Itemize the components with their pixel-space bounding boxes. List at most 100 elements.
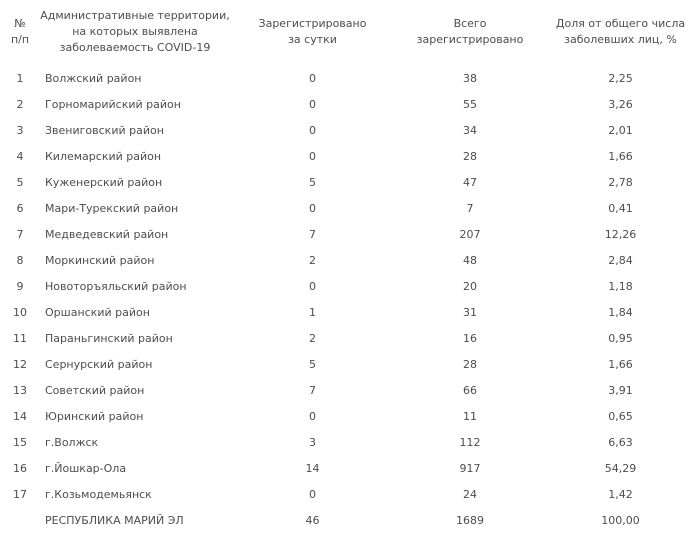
share-percent-cell: 12,26 bbox=[604, 228, 637, 241]
table-body: 1 Волжский район 0 38 2,25 2 Горномарийский ра… bbox=[0, 66, 696, 534]
registered-daily-cell: 0 bbox=[309, 202, 316, 215]
row-number-cell: 4 bbox=[16, 150, 24, 163]
registered-total-cell: 28 bbox=[463, 358, 477, 371]
row-number-cell: 2 bbox=[16, 98, 24, 111]
share-percent-cell: 1,66 bbox=[608, 358, 633, 371]
table-row: 15 г.Волжск 3 112 6,63 bbox=[0, 430, 696, 456]
registered-total-cell: 34 bbox=[463, 124, 477, 137]
table-row: 8 Моркинский район 2 48 2,84 bbox=[0, 248, 696, 274]
table-row: 10 Оршанский район 1 31 1,84 bbox=[0, 300, 696, 326]
table-row: 5 Куженерский район 5 47 2,78 bbox=[0, 170, 696, 196]
table-row: 7 Медведевский район 7 207 12,26 bbox=[0, 222, 696, 248]
territory-cell: Новоторъяльский район bbox=[45, 280, 187, 293]
registered-total-cell: 20 bbox=[463, 280, 477, 293]
registered-total-cell: 55 bbox=[463, 98, 477, 111]
registered-total-cell: 28 bbox=[463, 150, 477, 163]
registered-total-cell: 917 bbox=[459, 462, 481, 475]
table-row: 1 Волжский район 0 38 2,25 bbox=[0, 66, 696, 92]
registered-daily-cell: 46 bbox=[305, 514, 320, 527]
table-row: 12 Сернурский район 5 28 1,66 bbox=[0, 352, 696, 378]
registered-daily-cell: 0 bbox=[309, 150, 316, 163]
table-row: 16 г.Йошкар-Ола 14 917 54,29 bbox=[0, 456, 696, 482]
registered-daily-cell: 2 bbox=[309, 332, 316, 345]
row-number-cell: 10 bbox=[13, 306, 27, 319]
share-percent-cell: 2,01 bbox=[608, 124, 633, 137]
territory-cell: Горномарийский район bbox=[45, 98, 181, 111]
table-row: 14 Юринский район 0 11 0,65 bbox=[0, 404, 696, 430]
row-number-cell: 6 bbox=[16, 202, 24, 215]
share-percent-cell: 1,66 bbox=[608, 150, 633, 163]
registered-total-cell: 1689 bbox=[456, 514, 484, 527]
share-percent-cell: 1,84 bbox=[608, 306, 633, 319]
registered-total-cell: 47 bbox=[463, 176, 477, 189]
row-number-cell: 15 bbox=[13, 436, 27, 449]
share-percent-cell: 0,41 bbox=[608, 202, 633, 215]
registered-daily-cell: 7 bbox=[309, 228, 316, 241]
table-row: 3 Звениговский район 0 34 2,01 bbox=[0, 118, 696, 144]
registered-total-cell: 31 bbox=[463, 306, 477, 319]
col-header-row-number: № п/п bbox=[10, 17, 30, 46]
share-percent-cell: 1,42 bbox=[608, 488, 633, 501]
registered-daily-cell: 5 bbox=[309, 176, 316, 189]
share-percent-cell: 3,91 bbox=[608, 384, 633, 397]
territory-cell: Юринский район bbox=[45, 410, 144, 423]
share-percent-cell: 1,18 bbox=[608, 280, 633, 293]
territory-cell: г.Йошкар-Ола bbox=[45, 462, 127, 475]
row-number-cell: 11 bbox=[13, 332, 27, 345]
territory-cell: Советский район bbox=[45, 384, 145, 397]
territory-cell: Волжский район bbox=[45, 72, 142, 85]
territory-cell: Килемарский район bbox=[45, 150, 162, 163]
registered-total-cell: 207 bbox=[459, 228, 481, 241]
territory-cell: г.Волжск bbox=[45, 436, 99, 449]
row-number-cell: 16 bbox=[13, 462, 27, 475]
row-number-cell: 13 bbox=[13, 384, 27, 397]
col-header-registered-daily: Зарегистрировано за сутки bbox=[258, 17, 367, 46]
col-header-registered-total: Всего зарегистрировано bbox=[416, 17, 524, 46]
registered-total-cell: 66 bbox=[463, 384, 477, 397]
registered-daily-cell: 0 bbox=[309, 410, 316, 423]
registered-daily-cell: 3 bbox=[309, 436, 316, 449]
row-number-cell bbox=[0, 508, 40, 534]
registered-daily-cell: 0 bbox=[309, 488, 316, 501]
territory-cell: Медведевский район bbox=[45, 228, 169, 241]
row-number-cell: 12 bbox=[13, 358, 27, 371]
header-row: № п/п Административные территории, на ко… bbox=[0, 0, 696, 66]
registered-total-cell: 7 bbox=[466, 202, 474, 215]
share-percent-cell: 2,78 bbox=[608, 176, 633, 189]
registered-total-cell: 48 bbox=[463, 254, 477, 267]
col-header-share-percent: Доля от общего числа заболевших лиц, % bbox=[555, 17, 686, 46]
table-row: 2 Горномарийский район 0 55 3,26 bbox=[0, 92, 696, 118]
territory-cell: Параньгинский район bbox=[45, 332, 173, 345]
registered-total-cell: 38 bbox=[463, 72, 477, 85]
row-number-cell: 9 bbox=[16, 280, 24, 293]
registered-total-cell: 112 bbox=[459, 436, 481, 449]
row-number-cell: 7 bbox=[16, 228, 24, 241]
registered-daily-cell: 1 bbox=[309, 306, 316, 319]
col-header-territory: Административные территории, на которых … bbox=[40, 9, 230, 54]
row-number-cell: 17 bbox=[13, 488, 27, 501]
territory-cell: Куженерский район bbox=[45, 176, 163, 189]
table-row: 9 Новоторъяльский район 0 20 1,18 bbox=[0, 274, 696, 300]
table-row: 17 г.Козьмодемьянск 0 24 1,42 bbox=[0, 482, 696, 508]
territory-cell: г.Козьмодемьянск bbox=[45, 488, 152, 501]
registered-daily-cell: 0 bbox=[309, 98, 316, 111]
row-number-cell: 1 bbox=[16, 72, 24, 85]
row-number-cell: 14 bbox=[13, 410, 27, 423]
registered-daily-cell: 5 bbox=[309, 358, 316, 371]
territory-cell: Сернурский район bbox=[45, 358, 153, 371]
share-percent-cell: 2,25 bbox=[608, 72, 633, 85]
registered-daily-cell: 0 bbox=[309, 72, 316, 85]
registered-daily-cell: 0 bbox=[309, 280, 316, 293]
table-header: № п/п Административные территории, на ко… bbox=[0, 0, 696, 66]
territory-cell: Звениговский район bbox=[45, 124, 164, 137]
registered-daily-cell: 0 bbox=[309, 124, 316, 137]
row-number-cell: 5 bbox=[16, 176, 24, 189]
territory-cell: Моркинский район bbox=[45, 254, 155, 267]
registered-daily-cell: 14 bbox=[305, 462, 320, 475]
registered-total-cell: 24 bbox=[463, 488, 477, 501]
table-row: 13 Советский район 7 66 3,91 bbox=[0, 378, 696, 404]
row-number-cell: 3 bbox=[16, 124, 24, 137]
share-percent-cell: 0,65 bbox=[608, 410, 633, 423]
table-row: 4 Килемарский район 0 28 1,66 bbox=[0, 144, 696, 170]
registered-total-cell: 16 bbox=[463, 332, 477, 345]
